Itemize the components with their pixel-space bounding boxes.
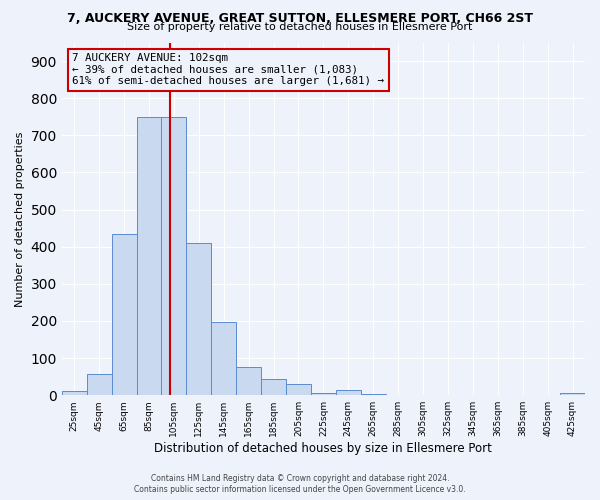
X-axis label: Distribution of detached houses by size in Ellesmere Port: Distribution of detached houses by size … [154,442,493,455]
Bar [286,384,311,395]
Text: Contains HM Land Registry data © Crown copyright and database right 2024.
Contai: Contains HM Land Registry data © Crown c… [134,474,466,494]
Text: 7, AUCKERY AVENUE, GREAT SUTTON, ELLESMERE PORT, CH66 2ST: 7, AUCKERY AVENUE, GREAT SUTTON, ELLESME… [67,12,533,26]
Bar [261,378,286,395]
Bar [62,392,87,395]
Bar [112,234,137,395]
Bar [161,117,187,395]
Bar [187,243,211,395]
Bar [361,394,386,395]
Bar [236,368,261,395]
Bar [560,394,585,395]
Bar [336,390,361,395]
Bar [87,374,112,395]
Text: Size of property relative to detached houses in Ellesmere Port: Size of property relative to detached ho… [127,22,473,32]
Y-axis label: Number of detached properties: Number of detached properties [15,131,25,306]
Bar [137,117,161,395]
Text: 7 AUCKERY AVENUE: 102sqm
← 39% of detached houses are smaller (1,083)
61% of sem: 7 AUCKERY AVENUE: 102sqm ← 39% of detach… [72,53,384,86]
Bar [311,394,336,395]
Bar [211,322,236,395]
